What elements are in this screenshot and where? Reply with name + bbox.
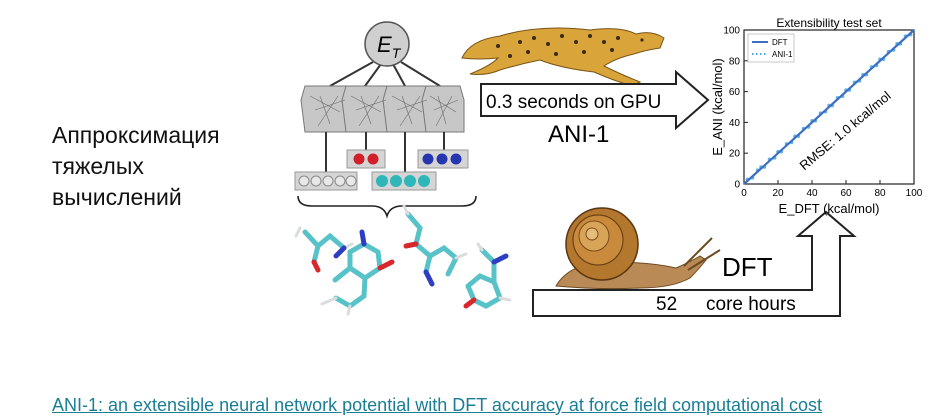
chart-legend: DFT ANI-1 [747,33,795,63]
slide-caption: Аппроксимация тяжелых вычислений [52,120,272,213]
y-tick-label: 40 [729,118,741,129]
atomic-networks [300,85,465,133]
core-hours-unit: core hours [706,294,796,315]
chart-series [743,29,915,185]
y-tick-label: 20 [729,149,741,160]
x-ticks: 0 20 40 60 80 100 [741,180,923,199]
x-tick-label: 100 [906,188,923,199]
gpu-time-label: 0.3 seconds on GPU [486,92,661,113]
y-axis-label: E_ANI (kcal/mol) [710,58,725,156]
caption-line-2: тяжелых [52,153,144,179]
caption-line-3: вычислений [52,184,182,210]
paper-link[interactable]: ANI-1: an extensible neural network pote… [52,395,823,415]
total-energy-node [364,21,410,67]
core-hours-number: 52 [656,294,677,315]
x-tick-label: 0 [741,188,747,199]
dft-reference-line [743,29,915,185]
ani1-method-label: ANI-1 [548,121,609,148]
chart-title: Extensibility test set [776,16,882,30]
accuracy-chart: Extensibility test set 0 20 40 60 80 100 0 20 4… [710,16,923,216]
y-ticks: 0 20 40 60 80 100 [723,26,748,191]
slow-arrow: DFT 52 core hours [532,210,857,317]
x-tick-label: 20 [772,188,784,199]
neural-network-diagram: ET [294,21,477,219]
y-tick-label: 80 [729,56,741,67]
cheetah-illustration [461,27,665,87]
legend-dft-label: DFT [772,38,788,47]
dft-method-label: DFT [722,252,773,282]
snail-illustration [555,207,721,290]
x-axis-label: E_DFT (kcal/mol) [779,201,880,216]
x-tick-label: 40 [806,188,818,199]
y-tick-label: 60 [729,87,741,98]
legend-ani1-label: ANI-1 [772,50,793,59]
molecule-brace [297,195,477,219]
molecule-structures [294,204,512,316]
x-tick-label: 80 [874,188,886,199]
energy-label: ET [377,32,402,61]
caption-line-1: Аппроксимация [52,122,220,148]
fast-arrow: 0.3 seconds on GPU ANI-1 [480,69,710,148]
y-tick-label: 0 [734,180,740,191]
x-tick-label: 60 [840,188,852,199]
y-tick-label: 100 [723,26,740,37]
